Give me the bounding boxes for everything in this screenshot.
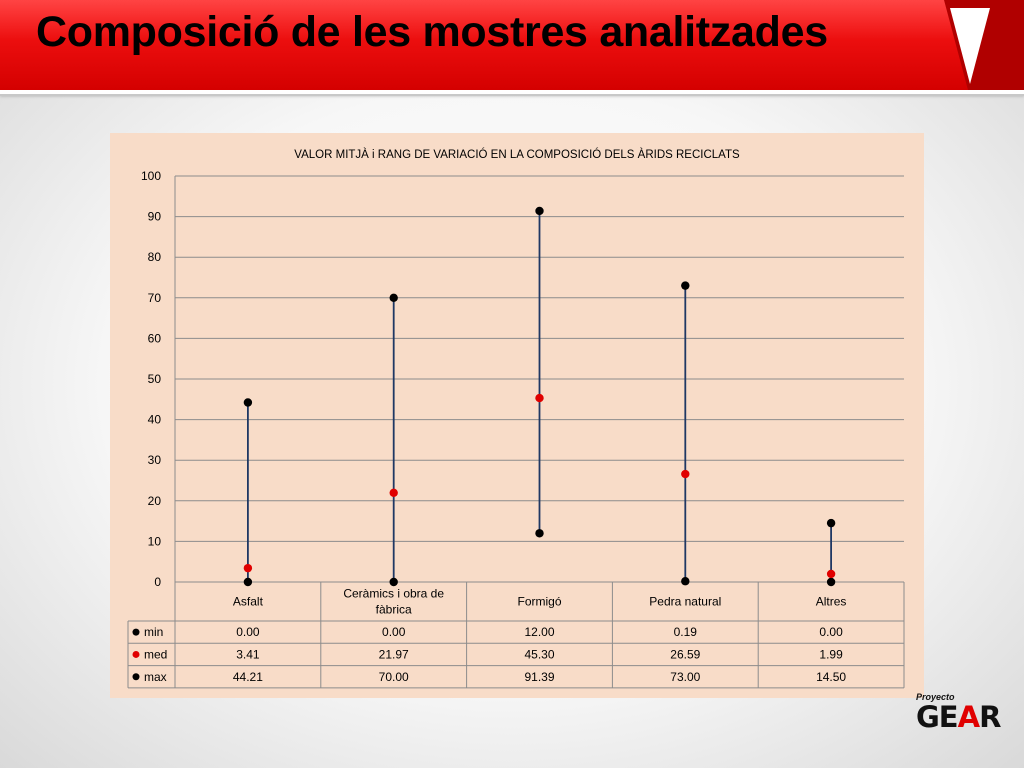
y-tick-label: 90 xyxy=(148,210,162,224)
header-divider xyxy=(0,94,1024,96)
y-tick-label: 10 xyxy=(148,534,162,548)
y-tick-label: 50 xyxy=(148,372,162,386)
table-cell-med: 45.30 xyxy=(524,647,554,661)
banner-notch-icon xyxy=(944,0,1024,90)
y-tick-label: 20 xyxy=(148,494,162,508)
y-tick-label: 80 xyxy=(148,250,162,264)
table-cell-min: 12.00 xyxy=(524,625,554,639)
table-cell-max: 70.00 xyxy=(379,670,409,684)
chart-title: VALOR MITJÀ i RANG DE VARIACIÓ EN LA COM… xyxy=(294,148,740,161)
point-min xyxy=(389,577,398,587)
point-med xyxy=(535,393,544,403)
legend-label-med: med xyxy=(144,647,167,661)
point-min xyxy=(681,577,690,586)
point-max xyxy=(243,398,253,407)
table-cell-med: 26.59 xyxy=(670,647,700,661)
y-tick-label: 40 xyxy=(148,413,162,427)
table-cell-med: 3.41 xyxy=(236,647,260,661)
category-header: Pedra natural xyxy=(649,595,721,609)
table-cell-max: 14.50 xyxy=(816,670,846,684)
y-tick-label: 0 xyxy=(154,575,161,589)
table-cell-max: 73.00 xyxy=(670,670,700,684)
point-med xyxy=(243,563,253,573)
point-max xyxy=(681,281,690,290)
banner-shine xyxy=(0,0,1024,40)
point-min xyxy=(243,577,253,587)
title-banner: Composició de les mostres analitzades xyxy=(0,0,1024,94)
y-tick-label: 70 xyxy=(148,291,162,305)
logo-brand: GEAR xyxy=(916,700,1001,734)
logo-brand-part-2: A xyxy=(957,700,980,734)
point-med xyxy=(681,469,690,479)
legend-label-max: max xyxy=(144,670,167,684)
logo-small-text: Proyecto xyxy=(916,692,955,702)
point-max xyxy=(535,206,544,216)
logo-brand-part-3: R xyxy=(979,700,1001,734)
category-header: Altres xyxy=(816,595,847,609)
point-max xyxy=(826,518,836,528)
category-header: Ceràmics i obra de fàbrica xyxy=(343,587,444,617)
table-cell-min: 0.19 xyxy=(674,625,698,639)
chart-svg: VALOR MITJÀ i RANG DE VARIACIÓ EN LA COM… xyxy=(127,148,905,689)
legend-marker-med xyxy=(132,650,140,658)
y-tick-label: 60 xyxy=(148,331,162,345)
legend-marker-min xyxy=(132,628,140,636)
point-min xyxy=(535,529,544,538)
table-cell-max: 44.21 xyxy=(233,670,263,684)
point-max xyxy=(389,293,398,302)
y-tick-label: 30 xyxy=(148,453,162,467)
table-cell-med: 1.99 xyxy=(819,647,843,661)
chart-panel: VALOR MITJÀ i RANG DE VARIACIÓ EN LA COM… xyxy=(110,133,924,698)
legend-label-min: min xyxy=(144,625,163,639)
proyecto-gear-logo: Proyecto GEAR xyxy=(914,692,1001,734)
y-tick-label: 100 xyxy=(141,169,161,183)
table-cell-min: 0.00 xyxy=(236,625,260,639)
category-header: Asfalt xyxy=(233,595,264,609)
category-header: Formigó xyxy=(517,595,561,609)
table-cell-max: 91.39 xyxy=(524,670,554,684)
slide-title: Composició de les mostres analitzades xyxy=(36,8,828,56)
table-cell-min: 0.00 xyxy=(819,625,843,639)
table-cell-min: 0.00 xyxy=(382,625,406,639)
point-med xyxy=(389,488,398,498)
point-min xyxy=(826,577,836,587)
point-med xyxy=(826,569,836,579)
table-cell-med: 21.97 xyxy=(379,647,409,661)
legend-marker-max xyxy=(132,673,140,681)
logo-brand-part-1: GE xyxy=(916,700,959,734)
